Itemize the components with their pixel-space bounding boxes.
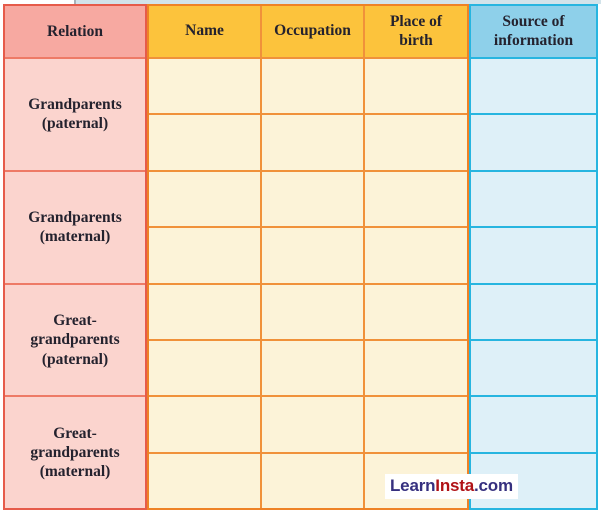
relation-grandparents-paternal: Grandparents (paternal) [5, 59, 145, 170]
relation-column: Relation Grandparents (paternal) Grandpa… [3, 4, 147, 510]
empty-cell-source [471, 171, 596, 227]
empty-cell-place [365, 228, 467, 283]
empty-cell-name [149, 453, 260, 508]
middle-columns: Name Occupation Place of birth [147, 4, 469, 510]
empty-cell-name [149, 340, 260, 396]
header-name: Name [149, 6, 260, 57]
empty-cell-place [365, 59, 467, 114]
empty-cell-name [149, 115, 260, 170]
relation-great-grandparents-maternal: Great-grandparents (maternal) [5, 397, 145, 508]
empty-cell-source [471, 115, 596, 170]
header-occupation: Occupation [262, 6, 363, 57]
empty-cell-occupation [262, 171, 363, 227]
empty-cell-name [149, 284, 260, 339]
family-history-table: Relation Grandparents (paternal) Grandpa… [3, 4, 598, 510]
empty-cell-occupation [262, 228, 363, 283]
empty-cell-place [365, 340, 467, 396]
empty-cell-occupation [262, 115, 363, 170]
header-relation: Relation [5, 6, 145, 57]
empty-cell-source [471, 284, 596, 339]
empty-cell-place [365, 397, 467, 452]
empty-cell-source [471, 228, 596, 283]
empty-cell-place [365, 171, 467, 227]
relation-great-grandparents-paternal: Great-grandparents (paternal) [5, 284, 145, 396]
empty-cell-occupation [262, 340, 363, 396]
source-column: Source of information [469, 4, 598, 510]
crop-artifact-tick [74, 0, 76, 6]
empty-cell-occupation [262, 59, 363, 114]
empty-cell-name [149, 397, 260, 452]
learninsta-watermark: LearnInsta.com [385, 474, 518, 499]
empty-cell-name [149, 59, 260, 114]
empty-cell-occupation [262, 397, 363, 452]
header-source-of-information: Source of information [471, 6, 596, 57]
empty-cell-name [149, 171, 260, 227]
watermark-learn: Learn [390, 476, 436, 495]
empty-cell-source [471, 340, 596, 396]
empty-cell-occupation [262, 284, 363, 339]
empty-cell-name [149, 228, 260, 283]
empty-cell-place [365, 284, 467, 339]
header-place-of-birth: Place of birth [365, 6, 467, 57]
relation-grandparents-maternal: Grandparents (maternal) [5, 171, 145, 283]
page-background-strip [75, 0, 601, 4]
empty-cell-source [471, 397, 596, 452]
watermark-com: .com [473, 476, 513, 495]
empty-cell-occupation [262, 453, 363, 508]
empty-cell-source [471, 59, 596, 114]
watermark-insta: Insta [435, 476, 474, 495]
empty-cell-place [365, 115, 467, 170]
